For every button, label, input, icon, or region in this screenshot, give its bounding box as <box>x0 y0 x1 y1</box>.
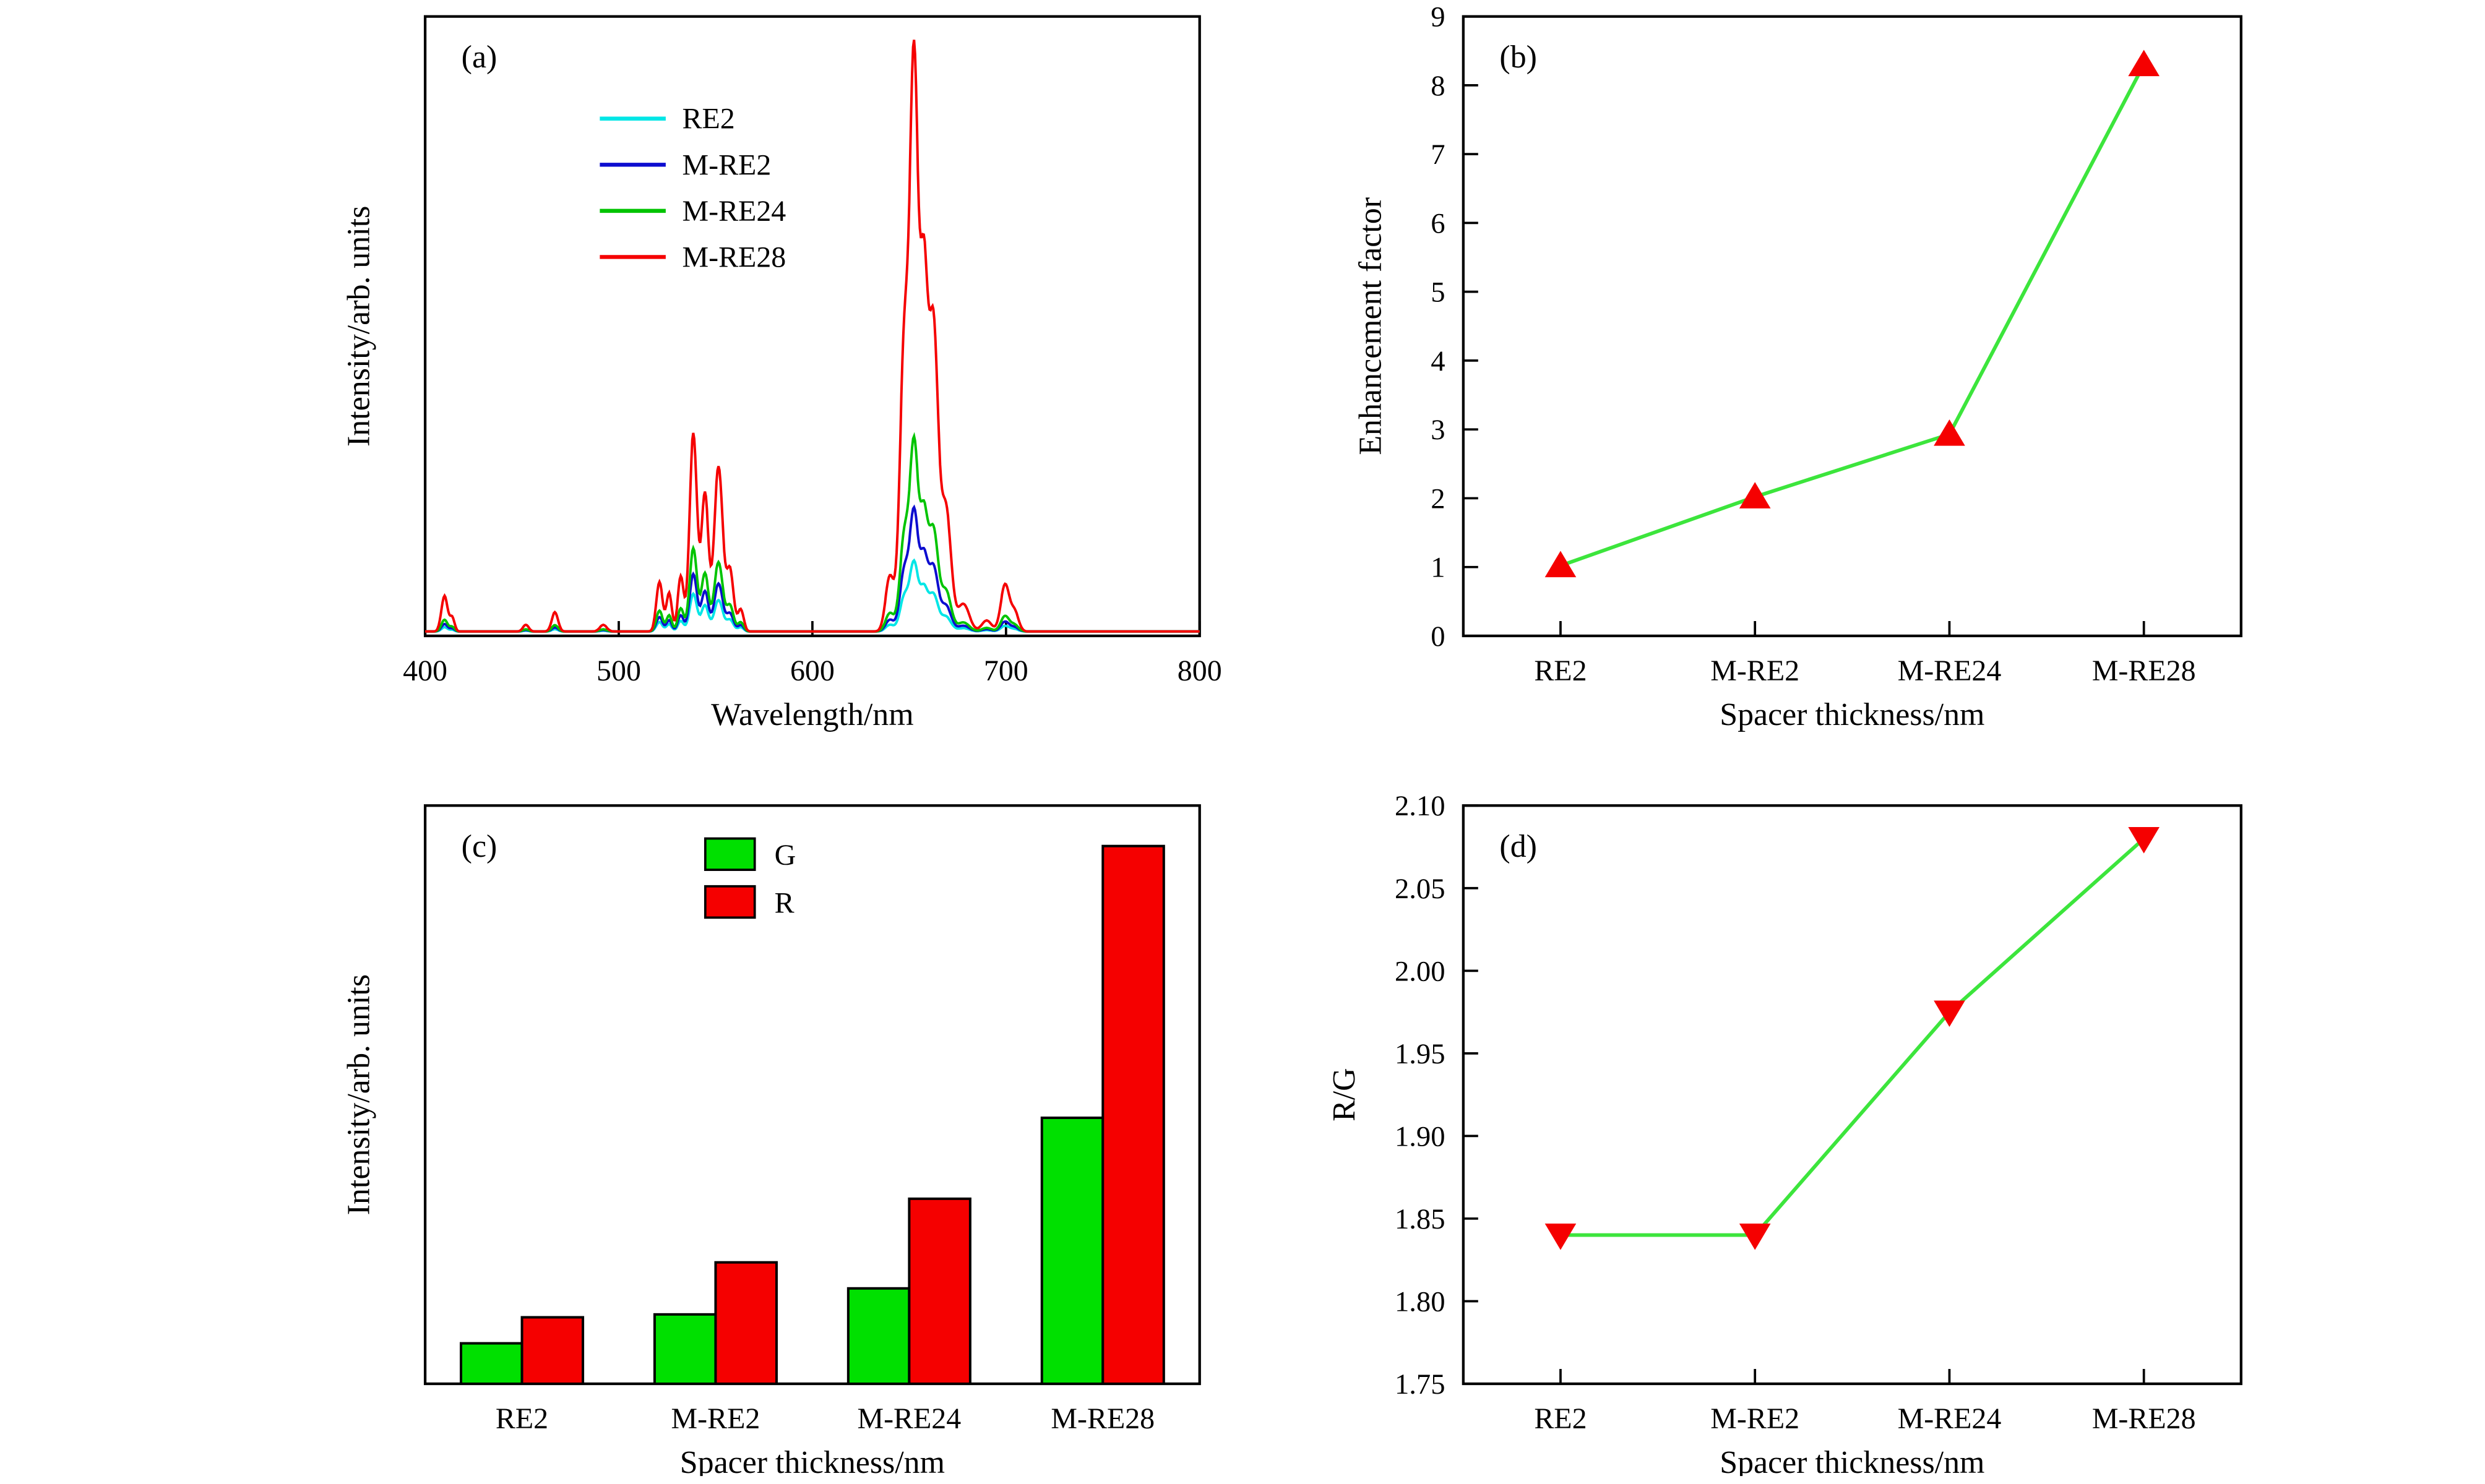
data-point-RE2 <box>1544 551 1577 578</box>
x-tick-label: M-RE28 <box>1051 1402 1155 1435</box>
bar-R-RE2 <box>520 1316 585 1386</box>
x-tick-label: M-RE24 <box>1898 1402 2002 1435</box>
legend-label-R: R <box>775 886 795 919</box>
bar-G-M-RE2 <box>653 1313 717 1386</box>
x-tick-label: M-RE28 <box>2092 1402 2196 1435</box>
x-tick-label: M-RE28 <box>2092 654 2196 687</box>
axes-box <box>423 15 1201 638</box>
x-axis-label: Spacer thickness/nm <box>1720 697 1984 732</box>
spectrum-M-RE24 <box>425 432 1200 633</box>
axes-box <box>423 804 1201 1386</box>
y-tick-label: 1.95 <box>1395 1038 1445 1070</box>
panel-letter: (a) <box>462 40 497 75</box>
panel-letter: (d) <box>1499 829 1537 864</box>
x-tick-label: M-RE2 <box>1710 654 1799 687</box>
legend-label-M-RE28: M-RE28 <box>683 241 786 273</box>
data-point-M-RE28 <box>2128 827 2160 854</box>
trend-line <box>1559 64 2146 568</box>
data-point-M-RE24 <box>1934 1000 1965 1027</box>
spectrum-RE2 <box>425 558 1200 633</box>
x-axis-label: Spacer thickness/nm <box>1720 1445 1984 1476</box>
y-tick-label: 9 <box>1431 1 1445 33</box>
data-point-M-RE28 <box>2128 49 2160 77</box>
x-tick-label: 600 <box>790 654 835 687</box>
panel-letter: (b) <box>1499 40 1537 75</box>
bar-R-M-RE24 <box>908 1197 971 1386</box>
x-tick-label: 800 <box>1178 654 1222 687</box>
data-point-RE2 <box>1544 1223 1577 1250</box>
x-tick-label: M-RE2 <box>1710 1402 1799 1435</box>
y-tick-label: 1.90 <box>1395 1120 1445 1152</box>
y-tick-label: 2.00 <box>1395 955 1445 987</box>
y-tick-label: 2.05 <box>1395 873 1445 905</box>
panel-c: (c) Spacer thickness/nm Intensity/arb. uni… <box>342 804 1201 1480</box>
legend: GR <box>704 837 796 919</box>
legend-swatch-G <box>704 837 756 871</box>
axes-box <box>1462 804 2242 1386</box>
spectrum-M-RE2 <box>425 504 1200 633</box>
bar-R-M-RE2 <box>714 1261 778 1386</box>
spectrum-M-RE28 <box>425 40 1200 633</box>
y-tick-label: 1.75 <box>1395 1368 1445 1400</box>
bar-G-M-RE28 <box>1040 1117 1105 1386</box>
y-tick-label: 5 <box>1431 277 1445 309</box>
y-tick-label: 0 <box>1431 620 1445 653</box>
panel-letter: (c) <box>462 829 497 864</box>
y-tick-label: 1.85 <box>1395 1203 1445 1235</box>
x-tick-label: RE2 <box>1534 1402 1587 1435</box>
data-point-M-RE2 <box>1739 482 1771 508</box>
panel-d: (d) Spacer thickness/nm R/G RE2 M-RE2 M-RE24 M… <box>1327 790 2242 1480</box>
panel-a: (a) Wavelength/nm Intensity/arb. units 400 5… <box>342 15 1222 732</box>
x-tick-label: M-RE24 <box>857 1402 961 1435</box>
legend: RE2 M-RE2 M-RE24 M-RE28 <box>600 103 786 273</box>
x-tick-label: M-RE24 <box>1898 654 2002 687</box>
legend-label-G: G <box>775 839 796 872</box>
y-axis-label: R/G <box>1327 1068 1362 1122</box>
y-axis-label: Enhancement factor <box>1353 197 1389 455</box>
y-tick-label: 8 <box>1431 70 1445 102</box>
x-tick-label: 700 <box>984 654 1028 687</box>
data-point-M-RE24 <box>1934 419 1965 446</box>
data-point-M-RE2 <box>1739 1223 1771 1250</box>
y-axis-label: Intensity/arb. units <box>342 974 377 1215</box>
bar-G-M-RE24 <box>846 1287 911 1386</box>
bar-G-RE2 <box>460 1342 523 1386</box>
x-tick-label: RE2 <box>1534 654 1587 687</box>
y-tick-label: 2.10 <box>1395 790 1445 822</box>
y-tick-label: 1 <box>1431 552 1445 584</box>
axes-box <box>1462 15 2242 638</box>
trend-line <box>1560 837 2145 1237</box>
y-tick-label: 6 <box>1431 207 1445 239</box>
x-axis-label: Spacer thickness/nm <box>680 1445 945 1476</box>
x-axis-label: Wavelength/nm <box>711 697 913 732</box>
x-tick-label: 500 <box>596 654 641 687</box>
legend-label-M-RE24: M-RE24 <box>683 195 786 228</box>
y-tick-label: 4 <box>1431 345 1445 377</box>
y-tick-label: 2 <box>1431 483 1445 515</box>
y-tick-label: 3 <box>1431 414 1445 446</box>
x-tick-label: M-RE2 <box>671 1402 760 1435</box>
y-axis-label: Intensity/arb. units <box>342 206 377 447</box>
legend-label-M-RE2: M-RE2 <box>683 148 772 181</box>
legend-label-RE2: RE2 <box>683 103 735 135</box>
panel-b: (b) Spacer thickness/nm Enhancement factor… <box>1353 1 2242 732</box>
x-tick-label: 400 <box>403 654 447 687</box>
bar-R-M-RE28 <box>1101 844 1165 1386</box>
y-tick-label: 1.80 <box>1395 1285 1445 1318</box>
legend-swatch-R <box>704 885 756 919</box>
x-tick-label: RE2 <box>496 1402 548 1435</box>
y-tick-label: 7 <box>1431 139 1445 171</box>
